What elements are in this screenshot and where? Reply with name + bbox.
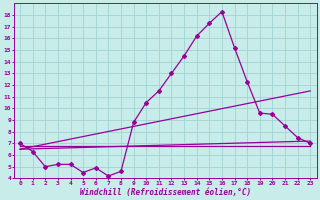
- X-axis label: Windchill (Refroidissement éolien,°C): Windchill (Refroidissement éolien,°C): [80, 188, 251, 197]
